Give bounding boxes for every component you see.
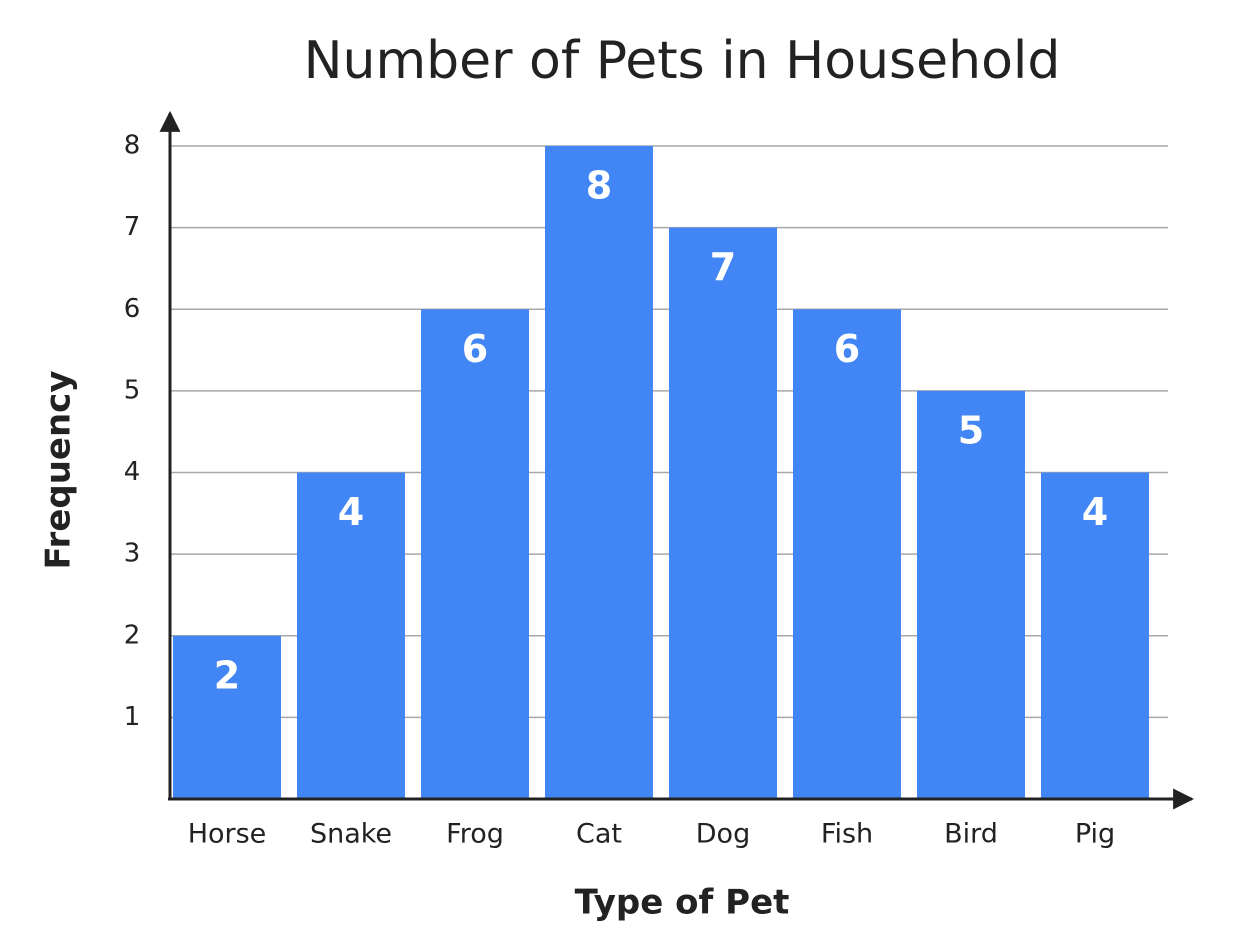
value-label: 7 [710,245,736,289]
x-tick-label: Snake [310,819,392,850]
bars: Horse 2 Snake 4 Frog 6 Cat 8 Dog 7 Fish 6 Bird 5 Pig 4 [173,146,1149,850]
x-tick-label: Cat [576,819,622,850]
x-tick-label: Horse [188,819,267,850]
x-tick-label: Bird [944,819,998,850]
value-label: 5 [958,408,984,452]
y-tick-label: 5 [124,375,141,405]
y-tick-label: 4 [124,457,141,487]
chart-title: Number of Pets in Household [304,31,1061,91]
y-tick-label: 8 [124,131,141,161]
y-tick-label: 1 [124,702,141,732]
value-label: 8 [586,164,612,208]
y-tick-label: 3 [124,539,141,569]
y-tick-label: 7 [124,212,141,242]
bar [173,635,281,799]
y-axis-label: Frequency [39,370,79,569]
x-tick-label: Pig [1075,819,1115,850]
bar [297,472,405,799]
bar [669,227,777,799]
bar [421,309,529,799]
bar [1041,472,1149,799]
value-label: 2 [214,653,240,697]
bar [545,146,653,799]
value-label: 4 [1082,490,1108,534]
x-tick-label: Dog [696,819,750,850]
value-label: 6 [462,327,488,371]
y-tick-label: 2 [124,620,141,650]
x-tick-label: Fish [821,819,873,850]
x-tick-label: Frog [446,819,504,850]
value-label: 6 [834,327,860,371]
bar [793,309,901,799]
x-axis-label: Type of Pet [575,883,790,923]
y-tick-label: 6 [124,294,141,324]
bar [917,390,1025,799]
value-label: 4 [338,490,364,534]
